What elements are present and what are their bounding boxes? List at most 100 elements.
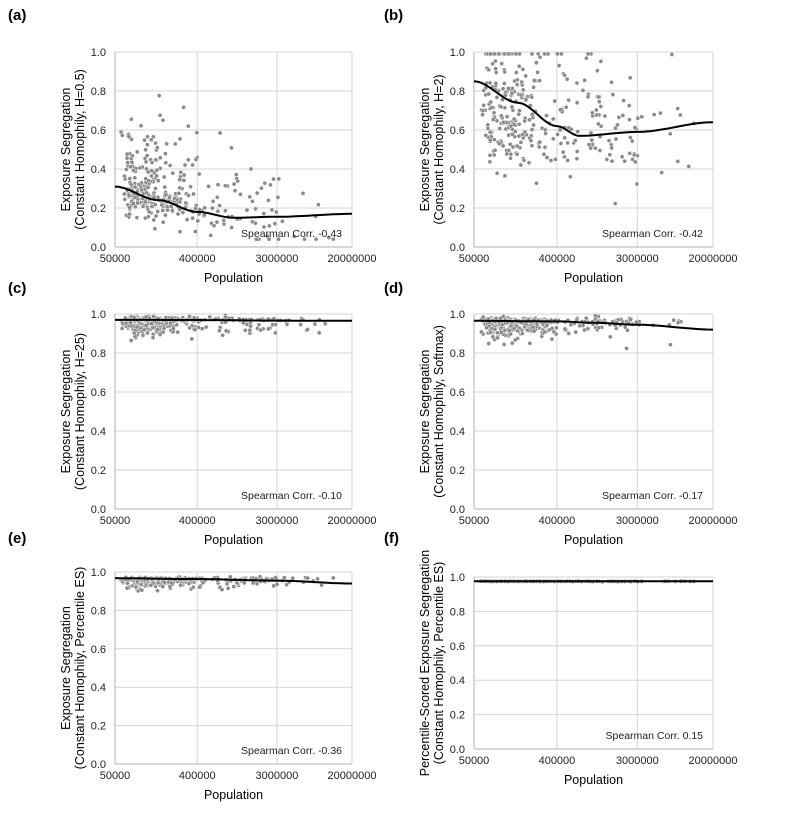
scatter-point [227,574,233,580]
scatter-point [574,80,580,86]
scatter-point [178,169,184,175]
scatter-point [155,580,161,586]
scatter-point [589,110,595,116]
x-tick-label: 3000000 [256,515,299,527]
scatter-point [253,206,258,212]
scatter-point [305,575,311,581]
scatter-point [235,178,241,184]
scatter-point [621,98,626,103]
scatter-point [253,236,259,242]
scatter-point [506,148,512,153]
scatter-point [170,170,176,176]
scatter-point [490,61,495,67]
scatter-point [489,134,494,139]
y-tick-label: 0.0 [91,504,106,516]
panel-label: (c) [8,280,26,297]
scatter-point [186,193,191,198]
scatter-point [562,72,567,78]
scatter-point [559,51,564,57]
x-tick-label: 3000000 [616,253,659,265]
scatter-point [592,313,598,319]
scatter-point [548,158,554,163]
scatter-point [686,164,692,169]
scatter-point [177,199,183,205]
scatter-point [265,326,271,332]
scatter-point [493,70,499,75]
scatter-point [511,122,517,127]
scatter-point [316,330,322,336]
scatter-point [634,319,639,325]
scatter-point [137,165,143,171]
scatter-point [521,157,527,163]
scatter-point [596,99,602,105]
scatter-point [550,116,556,122]
scatter-point [502,51,507,57]
scatter-point [549,336,555,342]
y-tick-label: 0.0 [450,504,465,516]
y-tick-label: 0.8 [450,86,465,98]
scatter-point [233,172,239,177]
scatter-point [513,70,519,75]
scatter-point [632,125,638,130]
scatter-point [492,326,498,332]
scatter-point [177,177,183,182]
scatter-point [122,196,128,202]
y-tick-label: 1.0 [91,47,106,59]
scatter-point [123,320,129,326]
y-tick-label: 1.0 [450,572,465,584]
y-axis-label-line2: (Constant Homophily, H=2) [432,74,446,224]
scatter-point [184,217,190,222]
scatter-point [150,335,156,341]
x-tick-label: 400000 [179,515,216,527]
y-tick-label: 0.0 [450,744,465,756]
scatter-point [675,106,681,111]
scatter-point [490,334,496,340]
scatter-point [487,152,493,158]
scatter-point [493,66,498,71]
scatter-point [153,157,159,163]
scatter-point [533,60,539,65]
scatter-point [501,119,506,125]
y-tick-label: 0.0 [91,242,106,254]
scatter-point [597,148,603,153]
scatter-point [508,331,513,337]
scatter-point [146,214,151,220]
scatter-point [210,205,215,211]
scatter-point [519,79,525,85]
scatter-point [161,174,167,180]
scatter-point [164,141,169,147]
scatter-point [531,122,536,128]
scatter-point [496,141,502,147]
scatter-point [139,587,145,593]
scatter-point [562,154,567,160]
scatter-point [557,127,563,133]
scatter-point [480,108,486,114]
scatter-point [554,325,559,331]
scatter-point [574,149,580,154]
scatter-point [504,114,510,119]
scatter-point [509,104,515,110]
scatter-point [155,178,161,184]
scatter-point [565,158,571,163]
scatter-point [527,117,532,123]
scatter-point [502,327,508,333]
scatter-point [154,173,159,179]
scatter-point [535,51,541,57]
x-tick-label: 3000000 [256,770,299,782]
y-axis-label-line2: (Constant Homophily, H=0.5) [73,69,87,230]
scatter-point [271,176,276,182]
scatter-point [155,588,160,594]
scatter-point [488,99,494,105]
scatter-point [302,236,307,242]
scatter-point [133,584,139,590]
scatter-point [531,84,536,90]
scatter-point [562,135,568,141]
scatter-point [628,135,633,140]
scatter-point [515,143,520,149]
scatter-point [518,92,524,98]
y-tick-label: 0.2 [450,710,465,722]
scatter-point [211,223,217,229]
scatter-point [167,163,173,168]
scatter-point [134,215,140,221]
scatter-point [160,208,166,213]
